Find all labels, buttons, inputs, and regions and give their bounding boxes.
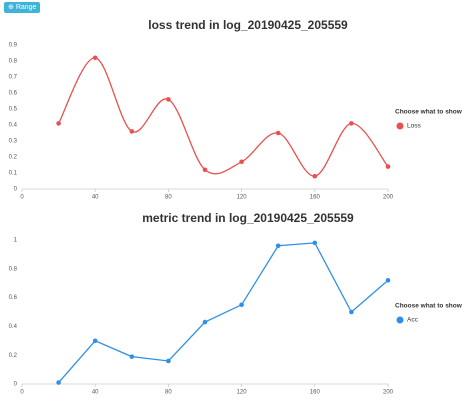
- x-tick-label: 160: [310, 195, 321, 201]
- data-point: [239, 302, 244, 308]
- y-tick-label: 0.6: [9, 295, 18, 301]
- y-tick-label: 0.4: [9, 123, 18, 129]
- x-tick-label: 40: [92, 195, 99, 201]
- data-point: [166, 97, 171, 102]
- series-line: [58, 242, 389, 383]
- data-point: [275, 130, 281, 136]
- data-point: [129, 354, 135, 359]
- x-tick-label: 120: [237, 390, 248, 396]
- y-tick-label: 0.3: [9, 139, 18, 145]
- y-tick-label: 0.6: [9, 91, 18, 97]
- data-point: [239, 159, 244, 165]
- chart-title: loss trend in log_20190425_205559: [148, 18, 348, 32]
- y-tick-label: 0.5: [9, 107, 18, 113]
- legend-title: Choose what to show: [395, 303, 463, 310]
- chart-title: metric trend in log_20190425_205559: [142, 211, 354, 225]
- y-tick-label: 1: [14, 238, 18, 244]
- data-point: [202, 167, 208, 173]
- y-tick-label: 0.9: [9, 43, 18, 49]
- x-tick-label: 0: [20, 390, 24, 396]
- x-tick-label: 80: [165, 390, 172, 396]
- x-tick-label: 200: [383, 195, 394, 201]
- legend-title: Choose what to show: [395, 109, 463, 116]
- y-tick-label: 0.4: [9, 324, 18, 330]
- data-point: [385, 164, 391, 169]
- data-point: [312, 240, 318, 246]
- y-tick-label: 0.2: [9, 155, 18, 161]
- legend-label[interactable]: Loss: [407, 123, 421, 130]
- legend-label[interactable]: Acc: [407, 317, 419, 324]
- y-tick-label: 0.7: [9, 75, 18, 81]
- data-point: [129, 129, 135, 134]
- range-button[interactable]: ⊕ Range: [4, 2, 41, 13]
- x-tick-label: 160: [310, 390, 321, 396]
- data-point: [166, 358, 171, 364]
- y-tick-label: 0: [14, 187, 18, 193]
- data-point: [349, 121, 354, 126]
- y-tick-label: 0.8: [9, 266, 18, 272]
- data-point: [56, 121, 61, 126]
- legend-marker[interactable]: [396, 316, 404, 324]
- data-point: [56, 380, 61, 385]
- y-tick-label: 0.1: [9, 171, 18, 177]
- y-tick-label: 0.2: [9, 353, 18, 359]
- data-point: [349, 309, 354, 315]
- x-tick-label: 80: [165, 195, 172, 201]
- x-tick-label: 40: [92, 390, 99, 396]
- data-point: [92, 338, 98, 344]
- range-label: Range: [15, 4, 37, 11]
- x-tick-label: 0: [20, 195, 24, 201]
- y-tick-label: 0: [14, 382, 18, 388]
- data-point: [92, 55, 98, 61]
- x-tick-label: 200: [383, 390, 394, 396]
- series-line: [58, 57, 389, 177]
- data-point: [312, 173, 318, 179]
- legend-marker[interactable]: [396, 122, 404, 130]
- data-point: [385, 278, 391, 283]
- data-point: [275, 243, 281, 249]
- x-tick-label: 120: [237, 195, 248, 201]
- data-point: [202, 319, 208, 325]
- y-tick-label: 0.8: [9, 59, 18, 65]
